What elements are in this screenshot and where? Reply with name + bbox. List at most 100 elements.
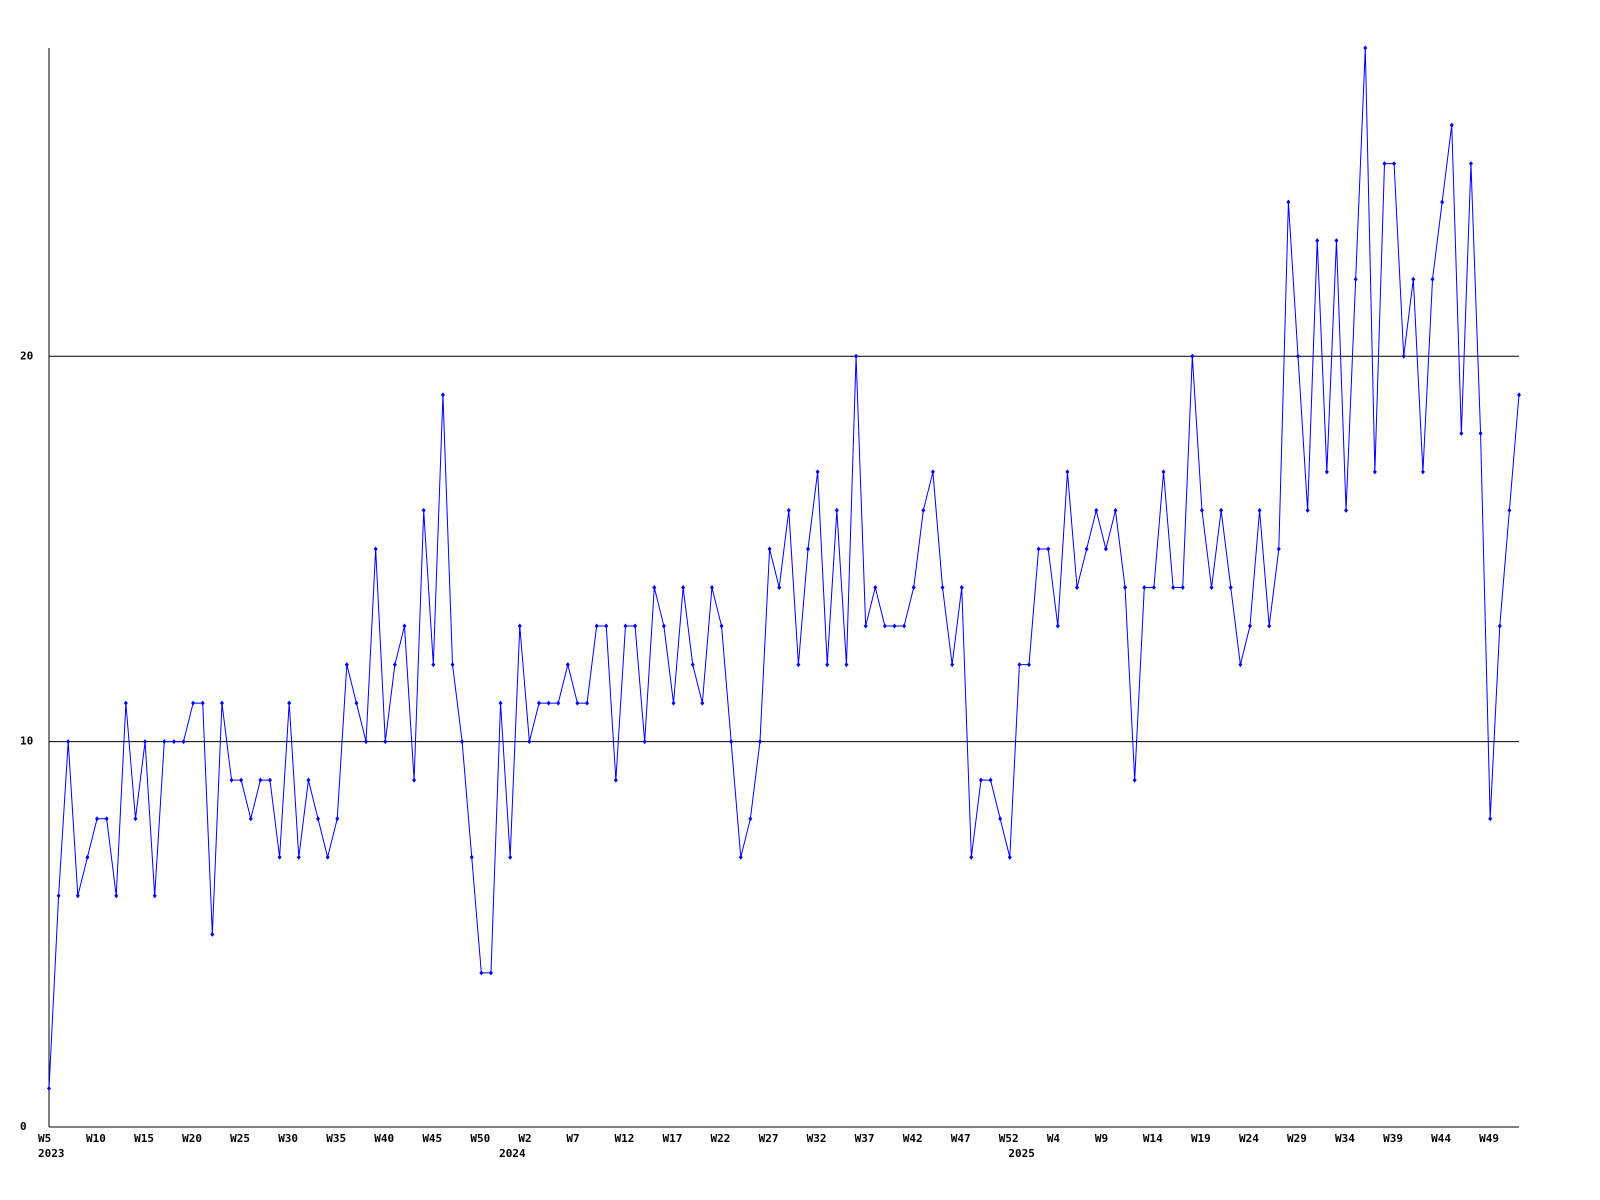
data-point [1132, 777, 1137, 783]
data-point [258, 777, 263, 783]
data-point [1392, 161, 1397, 167]
data-point [421, 507, 426, 513]
data-point [546, 700, 551, 706]
data-point [1468, 161, 1473, 167]
data-point [296, 854, 301, 860]
data-point [1027, 662, 1031, 668]
data-point [1161, 469, 1166, 475]
x-tick-label: W29 [1287, 1132, 1307, 1145]
data-point [479, 970, 484, 976]
data-point [1036, 546, 1041, 552]
data-point [1209, 585, 1214, 590]
data-point [1507, 507, 1512, 513]
data-point [777, 585, 782, 590]
data-point [162, 739, 167, 745]
x-tick-label: W5 [38, 1132, 51, 1145]
data-point [450, 662, 455, 668]
data-point [431, 662, 436, 668]
data-point [729, 739, 734, 745]
data-point [1171, 585, 1176, 590]
data-point [1094, 507, 1099, 513]
x-tick-label: W22 [711, 1132, 731, 1145]
data-point [1440, 199, 1445, 205]
data-point [191, 700, 196, 706]
data-point [498, 700, 503, 706]
x-tick-label: W35 [326, 1132, 346, 1145]
data-point [959, 585, 964, 590]
x-tick-label: W45 [422, 1132, 442, 1145]
data-point [815, 469, 820, 475]
data-point [556, 700, 561, 706]
data-point [1488, 816, 1493, 822]
x-tick-label: W34 [1335, 1132, 1355, 1145]
data-point [1286, 199, 1291, 205]
data-point [1017, 662, 1022, 668]
data-point [1315, 238, 1320, 244]
data-point [911, 585, 916, 590]
x-year-label: 2023 [38, 1147, 65, 1160]
data-point [671, 700, 676, 706]
data-point [392, 662, 397, 668]
data-point [219, 700, 224, 706]
x-year-label: 2025 [1008, 1147, 1034, 1160]
x-tick-label: W37 [855, 1132, 875, 1145]
data-point [700, 700, 705, 706]
data-point [1401, 353, 1406, 359]
data-point [604, 623, 609, 629]
data-point [1055, 623, 1060, 629]
x-tick-label: W42 [903, 1132, 923, 1145]
data-point [517, 623, 522, 629]
x-tick-label: W10 [86, 1132, 106, 1145]
data-point [373, 546, 378, 552]
data-point [527, 739, 532, 745]
data-point [950, 662, 955, 668]
data-point [1084, 546, 1089, 552]
x-tick-label: W19 [1191, 1132, 1211, 1145]
data-point [978, 777, 983, 783]
data-point [1334, 238, 1339, 244]
data-point [1430, 276, 1435, 282]
data-point [594, 623, 599, 629]
data-point [796, 662, 801, 668]
x-tick-label: W17 [663, 1132, 683, 1145]
data-point [930, 469, 935, 475]
data-point [1372, 469, 1377, 475]
x-tick-label: W44 [1431, 1132, 1451, 1145]
data-point [1065, 469, 1070, 475]
x-tick-label: W4 [1047, 1132, 1061, 1145]
data-point [402, 623, 407, 629]
data-point [143, 739, 148, 745]
data-point [1459, 430, 1464, 436]
data-point [1324, 469, 1329, 475]
data-point [104, 816, 109, 822]
data-point [47, 1085, 51, 1091]
x-year-label: 2024 [499, 1147, 526, 1160]
data-point [633, 623, 638, 629]
data-point [1267, 623, 1272, 629]
data-point [825, 662, 830, 668]
x-tick-label: W15 [134, 1132, 154, 1145]
data-point [988, 777, 993, 783]
data-point [786, 507, 791, 513]
data-point [277, 854, 282, 860]
data-point [1517, 392, 1521, 398]
data-point [287, 700, 292, 706]
data-point [1219, 507, 1224, 513]
data-point [239, 777, 244, 783]
data-point [873, 585, 878, 590]
data-point [719, 623, 724, 629]
data-point [171, 739, 176, 745]
data-point [1497, 623, 1502, 629]
data-point [661, 623, 666, 629]
data-point [1238, 662, 1243, 668]
data-point [738, 854, 743, 860]
data-point [1296, 353, 1301, 359]
data-point [460, 739, 465, 745]
data-point [882, 623, 887, 629]
data-point [1305, 507, 1310, 513]
data-point [1276, 546, 1281, 552]
x-tick-label: W12 [614, 1132, 634, 1145]
data-point [844, 662, 849, 668]
x-tick-label: W2 [518, 1132, 531, 1145]
